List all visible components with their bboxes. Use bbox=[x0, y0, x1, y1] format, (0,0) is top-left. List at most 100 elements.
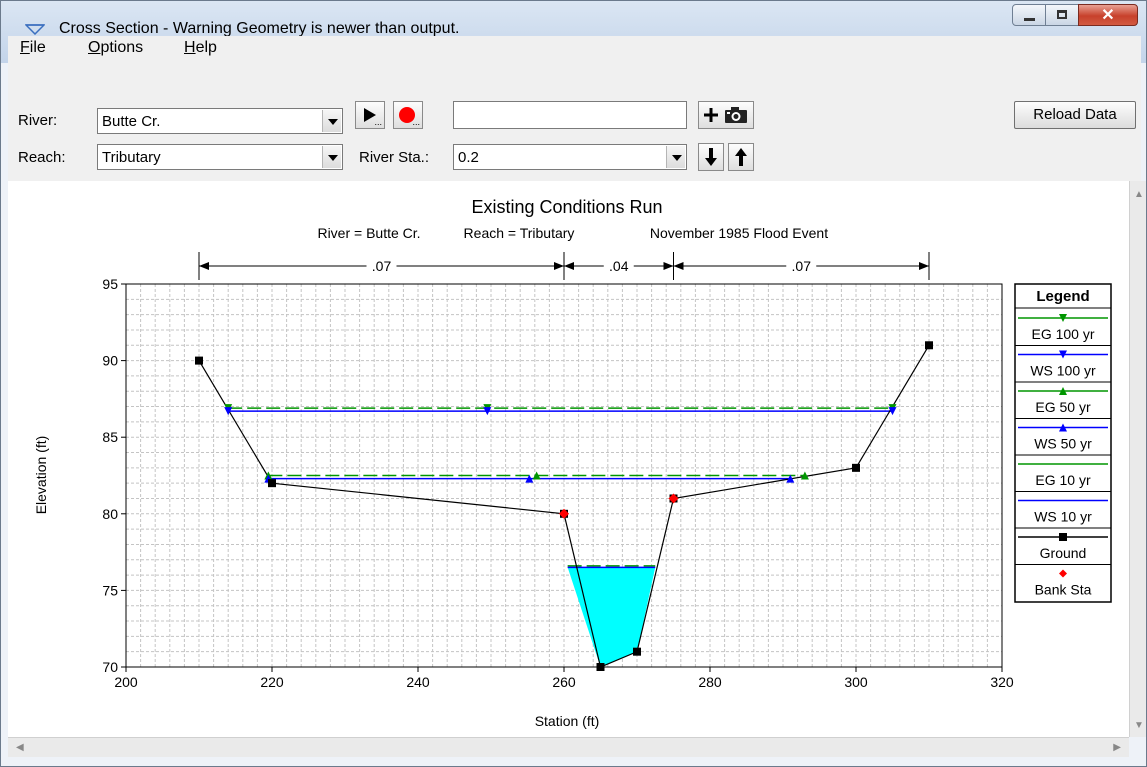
marker-ws-50-yr bbox=[786, 474, 795, 483]
chart-subtitle-river: River = Butte Cr. bbox=[317, 225, 420, 241]
minimize-icon bbox=[1024, 18, 1035, 21]
legend-marker-ground bbox=[1059, 533, 1067, 541]
legend-label-bank-sta: Bank Sta bbox=[1035, 582, 1092, 598]
play-button[interactable]: ... bbox=[355, 101, 385, 129]
legend-marker-ws-50-yr bbox=[1059, 423, 1067, 432]
menu-bar: File Options Help bbox=[8, 36, 1141, 60]
legend-marker-eg-100-yr bbox=[1059, 314, 1067, 322]
legend-label-eg-100-yr: EG 100 yr bbox=[1031, 326, 1094, 342]
menu-help[interactable]: Help bbox=[184, 39, 217, 56]
legend-label-eg-50-yr: EG 50 yr bbox=[1035, 399, 1091, 415]
record-button[interactable]: ... bbox=[393, 101, 423, 129]
plot-area: 200 220 240 260 280 300 320 70 75 80 85 90 95 .07 .04… bbox=[8, 181, 1129, 737]
x-tick-label: 240 bbox=[406, 674, 430, 690]
manning-n-label: .07 bbox=[792, 258, 812, 274]
marker-ground bbox=[633, 647, 641, 656]
horizontal-scrollbar[interactable]: ◀ ▶ bbox=[8, 737, 1129, 757]
window-controls: ✕ bbox=[1012, 4, 1138, 28]
marker-ground bbox=[596, 663, 605, 671]
maximize-icon bbox=[1057, 10, 1067, 19]
scroll-down-icon[interactable]: ▼ bbox=[1134, 720, 1144, 731]
close-button[interactable]: ✕ bbox=[1078, 4, 1138, 26]
scroll-left-icon[interactable]: ◀ bbox=[16, 742, 24, 753]
chevron-down-icon[interactable] bbox=[322, 110, 341, 132]
cross-section-chart: 200 220 240 260 280 300 320 70 75 80 85 90 95 .07 .04… bbox=[33, 197, 1112, 729]
menu-options[interactable]: Options bbox=[88, 39, 144, 56]
river-sta-label: River Sta.: bbox=[359, 149, 430, 166]
marker-ws-100-yr bbox=[224, 407, 233, 416]
marker-ws-100-yr bbox=[888, 407, 897, 416]
water-fill bbox=[567, 567, 656, 667]
manning-n-label: .07 bbox=[372, 258, 392, 274]
river-sta-select-value: 0.2 bbox=[458, 149, 479, 166]
legend: Legend EG 100 yr WS 100 yr EG 50 yr WS 50 y… bbox=[1014, 283, 1112, 603]
x-axis-label: Station (ft) bbox=[535, 713, 600, 729]
prev-station-button[interactable] bbox=[698, 143, 724, 171]
river-select[interactable]: Butte Cr. bbox=[97, 108, 343, 134]
ellipsis-icon: ... bbox=[374, 117, 382, 127]
maximize-button[interactable] bbox=[1045, 4, 1079, 26]
reach-label: Reach: bbox=[18, 149, 66, 166]
play-icon bbox=[364, 108, 376, 122]
chevron-down-icon[interactable] bbox=[322, 146, 341, 168]
manning-n-label: .04 bbox=[609, 258, 629, 274]
minimize-button[interactable] bbox=[1012, 4, 1046, 26]
legend-marker-eg-50-yr bbox=[1059, 387, 1067, 395]
x-tick-label: 220 bbox=[260, 674, 284, 690]
manning-arrow-right bbox=[554, 262, 564, 270]
marker-eg-50-yr bbox=[800, 471, 809, 480]
marker-ws-100-yr bbox=[483, 407, 492, 416]
legend-label-eg-10-yr: EG 10 yr bbox=[1035, 472, 1091, 488]
menu-file[interactable]: File bbox=[20, 39, 46, 56]
close-icon: ✕ bbox=[1101, 7, 1115, 24]
y-tick-label: 70 bbox=[102, 659, 118, 675]
scroll-up-icon[interactable]: ▲ bbox=[1134, 189, 1144, 200]
legend-title: Legend bbox=[1036, 288, 1089, 305]
reach-select[interactable]: Tributary bbox=[97, 144, 343, 170]
next-station-button[interactable] bbox=[728, 143, 754, 171]
river-sta-select[interactable]: 0.2 bbox=[453, 144, 687, 170]
arrow-down-icon bbox=[705, 148, 717, 166]
legend-label-ws-10-yr: WS 10 yr bbox=[1034, 509, 1092, 525]
marker-ground bbox=[268, 479, 276, 488]
x-tick-label: 200 bbox=[114, 674, 138, 690]
x-tick-label: 320 bbox=[990, 674, 1014, 690]
x-tick-label: 280 bbox=[698, 674, 722, 690]
reload-data-button[interactable]: Reload Data bbox=[1014, 101, 1136, 129]
chart-subtitle-event: November 1985 Flood Event bbox=[650, 225, 828, 241]
window-title: Cross Section - Warning Geometry is newe… bbox=[59, 20, 460, 37]
profile-input[interactable] bbox=[453, 101, 687, 129]
manning-arrow-right bbox=[919, 262, 929, 270]
add-camera-button[interactable] bbox=[698, 101, 754, 129]
legend-label-ws-100-yr: WS 100 yr bbox=[1030, 363, 1096, 379]
marker-ground bbox=[925, 341, 933, 350]
marker-bank-sta bbox=[559, 508, 569, 519]
y-axis-label: Elevation (ft) bbox=[33, 436, 49, 515]
legend-label-ground: Ground bbox=[1040, 545, 1087, 561]
legend-label-ws-50-yr: WS 50 yr bbox=[1034, 436, 1092, 452]
chart-subtitle-reach: Reach = Tributary bbox=[464, 225, 575, 241]
y-tick-label: 90 bbox=[102, 353, 118, 369]
manning-arrow-left bbox=[673, 262, 684, 270]
ellipsis-icon: ... bbox=[412, 117, 420, 127]
legend-marker-bank-sta bbox=[1059, 569, 1067, 578]
river-label: River: bbox=[18, 112, 58, 129]
app-icon bbox=[25, 24, 45, 35]
manning-arrow-left bbox=[199, 262, 209, 270]
record-icon bbox=[399, 107, 415, 123]
river-select-value: Butte Cr. bbox=[102, 113, 161, 130]
marker-ground bbox=[852, 463, 860, 472]
marker-ws-50-yr bbox=[525, 474, 534, 483]
y-tick-label: 95 bbox=[102, 276, 118, 292]
arrow-up-icon bbox=[735, 148, 747, 166]
y-tick-label: 80 bbox=[102, 506, 118, 522]
chart-title: Existing Conditions Run bbox=[471, 197, 662, 217]
manning-arrow-left bbox=[564, 262, 574, 270]
y-tick-label: 75 bbox=[102, 582, 118, 598]
scroll-right-icon[interactable]: ▶ bbox=[1113, 742, 1121, 753]
marker-bank-sta bbox=[668, 493, 679, 504]
vertical-scrollbar[interactable]: ▲ ▼ bbox=[1129, 181, 1146, 737]
chevron-down-icon[interactable] bbox=[666, 146, 685, 168]
y-tick-label: 85 bbox=[102, 429, 118, 445]
